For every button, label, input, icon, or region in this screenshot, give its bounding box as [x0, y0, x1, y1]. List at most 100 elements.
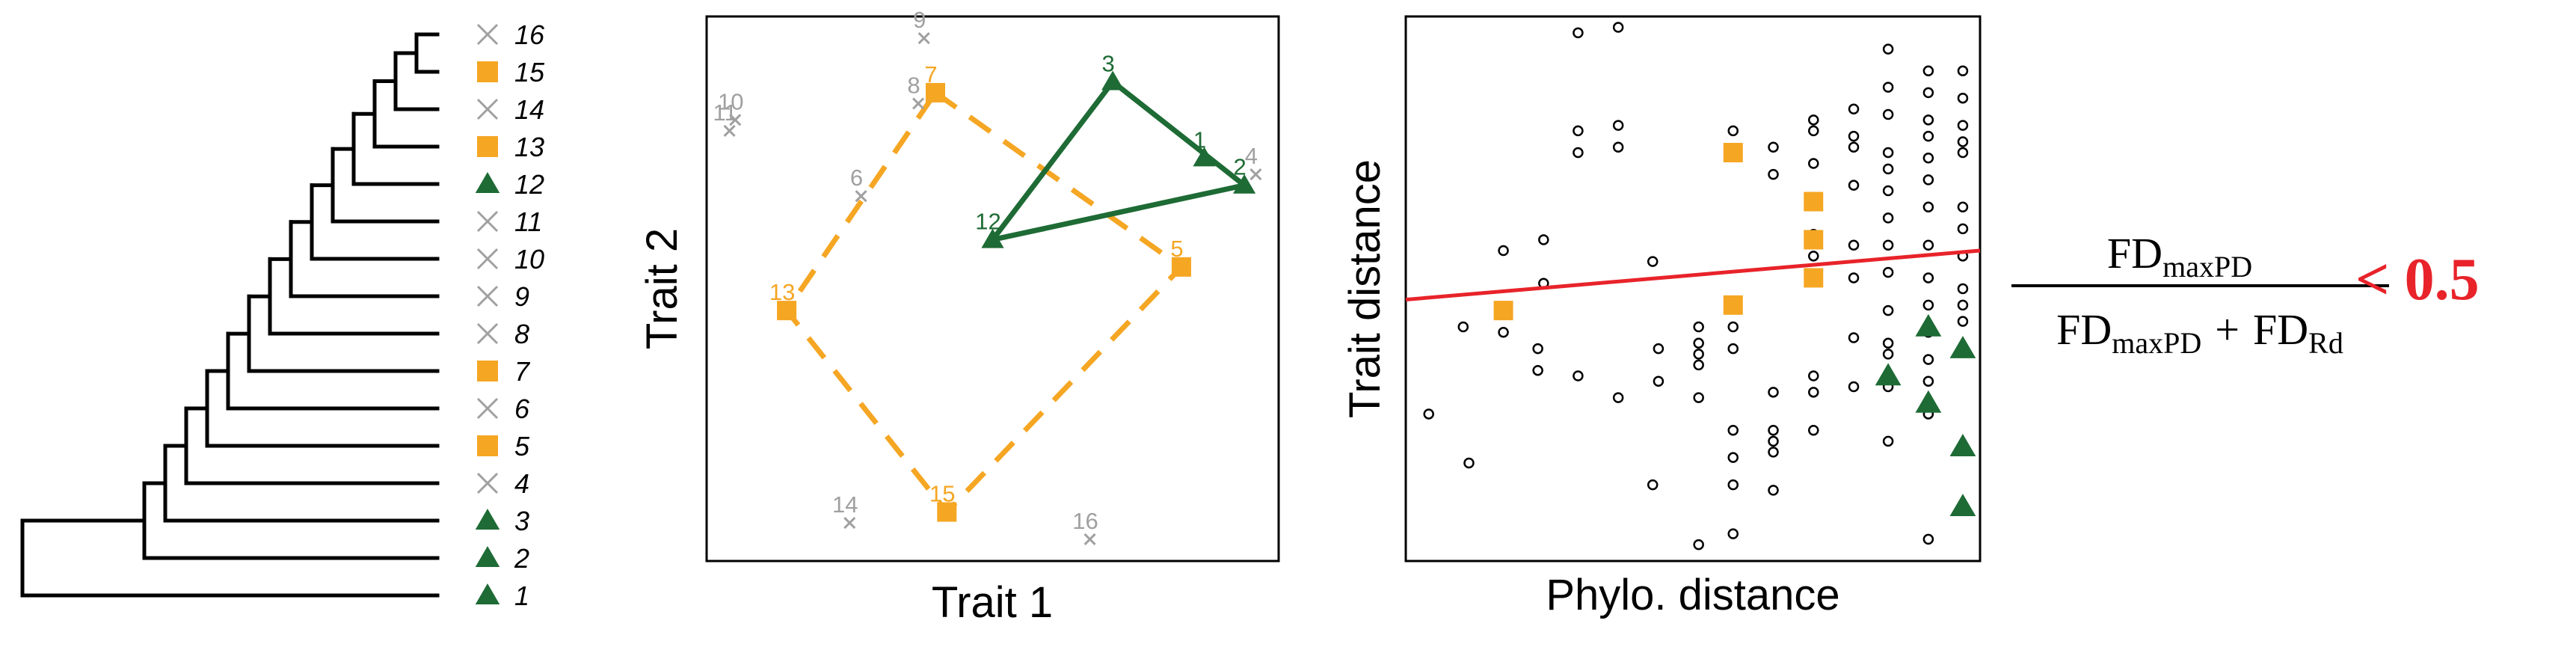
trait2-axis-label: Trait 2 [638, 228, 686, 349]
distance-point-circle [1768, 425, 1779, 436]
distance-point-square [1804, 191, 1824, 212]
distance-point-triangle [1949, 434, 1976, 456]
distance-point-circle [1922, 114, 1934, 126]
distance-point-circle [1882, 337, 1894, 349]
distance-point-circle [1957, 120, 1969, 131]
trait-point-triangle [1101, 70, 1125, 91]
trait-point-square [937, 502, 957, 522]
distance-point-circle [1532, 343, 1543, 355]
distance-point-circle [1693, 349, 1704, 360]
distance-points [1423, 22, 1976, 551]
distance-point-circle [1768, 168, 1779, 180]
trait-point-label: 9 [913, 7, 926, 33]
trait-point-label: 4 [1245, 143, 1258, 169]
distance-point-circle [1768, 387, 1779, 398]
distance-point-triangle [1875, 363, 1902, 386]
distance-scatter-panel: Phylo. distance Trait distance [1341, 15, 1982, 619]
distance-point-circle [1922, 299, 1934, 311]
tip-label: 9 [514, 281, 529, 312]
tip-label: 12 [514, 169, 544, 200]
distance-point-circle [1573, 27, 1584, 39]
distance-point-circle [1808, 425, 1819, 436]
distance-point-circle [1922, 354, 1934, 365]
tip-triangle-marker [475, 583, 500, 604]
tip-label: 11 [514, 206, 542, 237]
trait-point-label: 8 [907, 72, 920, 98]
distance-point-square [1723, 143, 1743, 162]
tip-triangle-marker [475, 509, 500, 530]
distance-point-circle [1922, 87, 1934, 99]
trait-point-label: 13 [769, 279, 795, 305]
tip-cross-marker [476, 210, 499, 233]
distance-point-circle [1882, 266, 1894, 278]
trait-point-label: 16 [1072, 508, 1098, 534]
trait-point-cross [729, 114, 742, 126]
distance-point-circle [1848, 332, 1860, 343]
regression-line [1405, 248, 1981, 302]
distance-point-circle [1882, 43, 1894, 55]
distance-point-circle [1922, 272, 1934, 283]
trait-point-cross [912, 97, 925, 110]
distance-point-circle [1848, 180, 1860, 191]
distance-point-circle [1957, 283, 1969, 295]
orange-convex-hull [784, 90, 1184, 515]
distance-point-circle [1768, 447, 1779, 458]
phylo-distance-axis-label: Phylo. distance [1546, 571, 1839, 619]
distance-point-circle [1612, 141, 1624, 153]
trait-point-label: 1 [1193, 126, 1206, 153]
distance-point-circle [1848, 272, 1860, 283]
distance-point-circle [1808, 114, 1819, 126]
distance-point-circle [1727, 479, 1739, 491]
tip-label: 4 [514, 468, 529, 499]
distance-point-triangle [1915, 313, 1942, 337]
distance-point-circle [1768, 485, 1779, 496]
trait-point-label: 15 [929, 480, 955, 506]
tip-square-marker [477, 361, 498, 381]
trait-hulls [784, 79, 1247, 515]
distance-point-circle [1957, 136, 1969, 147]
distance-point-circle [1808, 158, 1819, 169]
phylogenetic-tree: 16 15 14 13 12 11 10 9 8 7 6 5 4 3 2 1 [20, 19, 545, 611]
distance-point-circle [1463, 457, 1475, 469]
distance-point-circle [1882, 349, 1894, 360]
trait-point-square [926, 82, 945, 102]
trait1-axis-label: Trait 1 [932, 578, 1053, 627]
distance-point-circle [1768, 435, 1779, 447]
distance-point-circle [1848, 141, 1860, 153]
distance-point-circle [1693, 337, 1704, 349]
distance-point-circle [1538, 234, 1549, 245]
tip-label: 3 [514, 506, 529, 536]
tip-cross-marker [476, 248, 499, 270]
tip-label: 8 [514, 319, 529, 349]
distance-point-circle [1882, 163, 1894, 175]
distance-point-circle [1727, 125, 1739, 137]
distance-point-square [1493, 301, 1513, 321]
distance-point-circle [1808, 370, 1819, 381]
trait-point-triangle [1233, 174, 1256, 194]
distance-point-circle [1882, 304, 1894, 316]
distance-point-circle [1922, 533, 1934, 545]
tip-cross-marker [476, 472, 499, 494]
distance-point-circle [1532, 364, 1543, 376]
distance-point-circle [1882, 147, 1894, 159]
trait-point-label: 5 [1170, 236, 1183, 262]
fd-ratio-formula: FDmaxPD FDmaxPD + FDRd < 0.5 [2011, 229, 2480, 360]
tip-label: 14 [514, 94, 544, 125]
distance-point-circle [1922, 376, 1934, 387]
trait-point-label: 3 [1102, 50, 1115, 76]
distance-point-circle [1957, 92, 1969, 104]
trait-point-label: 12 [975, 208, 1000, 234]
distance-point-circle [1882, 185, 1894, 197]
distance-point-circle [1848, 381, 1860, 393]
distance-point-circle [1727, 452, 1739, 463]
distance-point-circle [1573, 370, 1584, 381]
formula-denominator: FDmaxPD + FDRd [2056, 305, 2343, 360]
tip-label: 2 [514, 543, 529, 574]
distance-point-circle [1727, 528, 1739, 539]
distance-point-circle [1808, 125, 1819, 137]
trait-point-label: 10 [718, 88, 743, 114]
tip-triangle-marker [475, 172, 500, 193]
distance-point-circle [1882, 82, 1894, 93]
